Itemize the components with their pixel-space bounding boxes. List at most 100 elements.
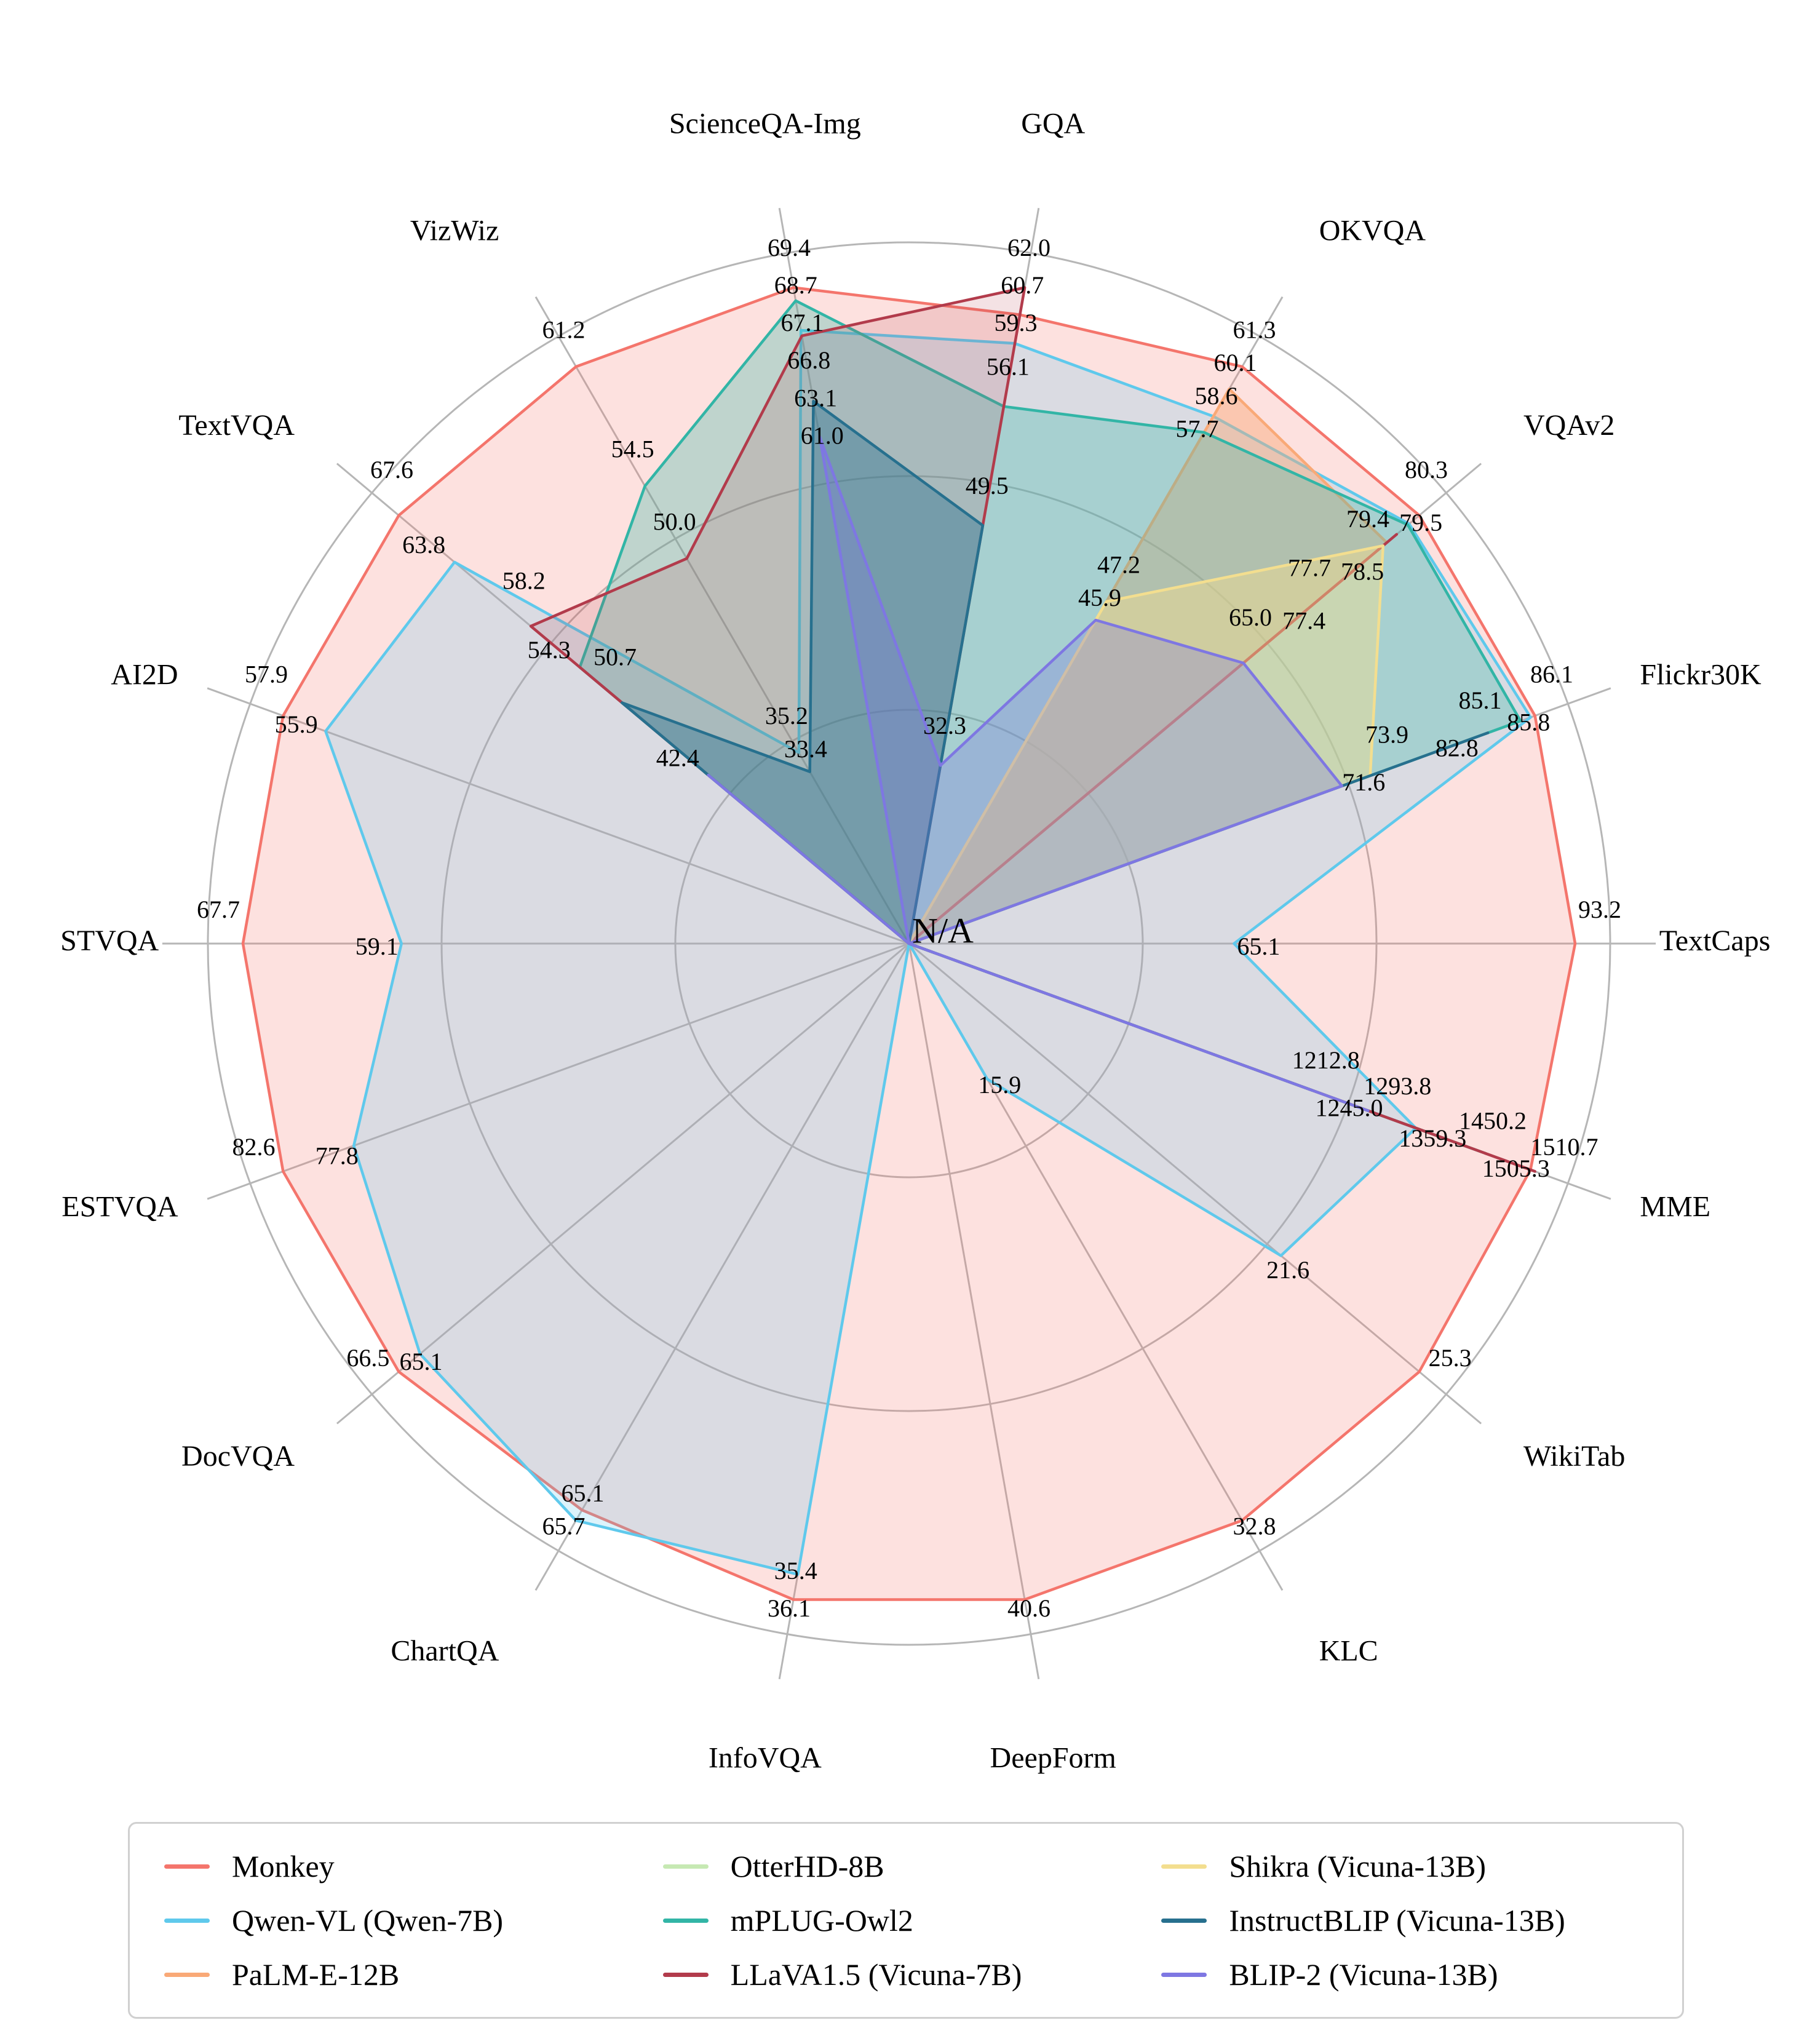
value-label-docvqa-monkey: 66.5 bbox=[346, 1344, 389, 1372]
legend-label: PaLM-E-12B bbox=[232, 1957, 400, 1992]
axis-label-textcaps: TextCaps bbox=[1659, 925, 1771, 957]
legend-label: BLIP-2 (Vicuna-13B) bbox=[1229, 1957, 1498, 1992]
legend-item-monkey: Monkey bbox=[164, 1848, 651, 1884]
value-label-textcaps-monkey: 93.2 bbox=[1578, 896, 1621, 923]
legend-swatch-shikra-vicuna-13b bbox=[1161, 1864, 1207, 1869]
axis-label-deepform: DeepForm bbox=[990, 1741, 1116, 1774]
legend-item-instructblip-vicuna-13b: InstructBLIP (Vicuna-13B) bbox=[1161, 1903, 1648, 1938]
value-label-okvqa-palm-e-12b: 60.1 bbox=[1214, 349, 1257, 376]
value-label-mme-instructblip-vicuna-13b: 1212.8 bbox=[1292, 1046, 1360, 1074]
axis-label-vqav2: VQAv2 bbox=[1523, 409, 1614, 442]
legend-swatch-monkey bbox=[164, 1864, 210, 1869]
value-label-vizwiz-monkey: 61.2 bbox=[542, 316, 586, 344]
value-label-vqav2-monkey: 80.3 bbox=[1405, 456, 1448, 483]
legend-swatch-palm-e-12b bbox=[164, 1972, 210, 1977]
value-label-infovqa-monkey: 36.1 bbox=[768, 1594, 811, 1622]
value-label-scienceqa-img-blip-2-vicuna-13b: 61.0 bbox=[801, 421, 844, 449]
axis-label-stvqa: STVQA bbox=[60, 925, 159, 957]
value-label-docvqa-qwen-vl-qwen-7b: 65.1 bbox=[400, 1348, 443, 1375]
value-label-okvqa-qwen-vl-qwen-7b: 58.6 bbox=[1195, 382, 1238, 410]
legend-item-mplug-owl2: mPLUG-Owl2 bbox=[662, 1903, 1150, 1938]
value-label-chartqa-qwen-vl-qwen-7b: 65.7 bbox=[542, 1513, 586, 1540]
value-label-textvqa-blip-2-vicuna-13b: 42.4 bbox=[656, 744, 699, 771]
legend-item-blip-2-vicuna-13b: BLIP-2 (Vicuna-13B) bbox=[1161, 1957, 1648, 1992]
value-label-vizwiz-instructblip-vicuna-13b: 33.4 bbox=[784, 735, 827, 763]
grid-spoke-docvqa bbox=[336, 942, 910, 1425]
value-label-textvqa-instructblip-vicuna-13b: 50.7 bbox=[594, 643, 637, 671]
value-label-vqav2-blip-2-vicuna-13b: 65.0 bbox=[1229, 603, 1272, 631]
value-label-stvqa-qwen-vl-qwen-7b: 59.1 bbox=[355, 933, 399, 960]
grid-spoke-vizwiz bbox=[534, 296, 910, 944]
value-label-estvqa-monkey: 82.6 bbox=[232, 1133, 276, 1161]
legend-swatch-llava1-5-vicuna-7b bbox=[662, 1972, 709, 1977]
value-label-gqa-blip-2-vicuna-13b: 32.3 bbox=[923, 712, 966, 739]
grid-spoke-chartqa bbox=[534, 943, 910, 1591]
axis-label-textvqa: TextVQA bbox=[178, 409, 295, 442]
value-label-gqa-qwen-vl-qwen-7b: 59.3 bbox=[995, 309, 1038, 336]
legend-label: Shikra (Vicuna-13B) bbox=[1229, 1849, 1487, 1883]
legend-label: LLaVA1.5 (Vicuna-7B) bbox=[730, 1957, 1022, 1992]
value-label-scienceqa-img-mplug-owl2: 68.7 bbox=[774, 271, 817, 299]
value-label-textvqa-llava1-5-vicuna-7b: 58.2 bbox=[502, 567, 546, 594]
value-label-okvqa-mplug-owl2: 57.7 bbox=[1176, 415, 1219, 443]
value-label-scienceqa-img-llava1-5-vicuna-7b: 66.8 bbox=[787, 346, 830, 374]
value-label-vizwiz-qwen-vl-qwen-7b: 35.2 bbox=[765, 702, 808, 730]
axis-label-docvqa: DocVQA bbox=[181, 1440, 295, 1473]
value-label-vizwiz-llava1-5-vicuna-7b: 50.0 bbox=[653, 507, 696, 535]
value-label-mme-qwen-vl-qwen-7b: 1359.3 bbox=[1399, 1124, 1466, 1152]
legend-swatch-mplug-owl2 bbox=[662, 1918, 709, 1923]
legend-item-shikra-vicuna-13b: Shikra (Vicuna-13B) bbox=[1161, 1848, 1648, 1884]
grid-spoke-estvqa bbox=[207, 942, 910, 1200]
grid-spoke-ai2d bbox=[207, 687, 910, 945]
value-label-ai2d-monkey: 57.9 bbox=[245, 661, 288, 688]
axis-label-gqa: GQA bbox=[1021, 108, 1085, 140]
value-label-textvqa-mplug-owl2: 54.3 bbox=[528, 636, 571, 664]
value-label-scienceqa-img-qwen-vl-qwen-7b: 67.1 bbox=[781, 309, 824, 336]
value-label-textvqa-qwen-vl-qwen-7b: 63.8 bbox=[402, 531, 445, 559]
legend-swatch-blip-2-vicuna-13b bbox=[1161, 1972, 1207, 1977]
value-label-gqa-mplug-owl2: 56.1 bbox=[987, 352, 1030, 380]
value-label-okvqa-monkey: 61.3 bbox=[1233, 316, 1276, 344]
axis-label-wikitab: WikiTab bbox=[1523, 1440, 1625, 1473]
value-label-scienceqa-img-monkey: 69.4 bbox=[768, 234, 811, 261]
value-label-gqa-monkey: 60.7 bbox=[1001, 271, 1044, 299]
value-label-klc-qwen-vl-qwen-7b: 15.9 bbox=[978, 1071, 1021, 1099]
legend-label: Monkey bbox=[232, 1849, 335, 1883]
legend-grid: Monkey Qwen-VL (Qwen-7B) PaLM-E-12B OtterHD… bbox=[164, 1848, 1648, 1992]
axis-label-chartqa: ChartQA bbox=[391, 1635, 499, 1668]
value-label-flickr30k-qwen-vl-qwen-7b: 85.8 bbox=[1507, 708, 1550, 736]
legend-swatch-instructblip-vicuna-13b bbox=[1161, 1918, 1207, 1923]
legend-label: mPLUG-Owl2 bbox=[730, 1903, 913, 1938]
value-label-vqav2-llava1-5-vicuna-7b: 78.5 bbox=[1341, 558, 1384, 586]
radar-chart: 93.2 65.1 86.1 85.885.1 82.8 73.9 71.6 80.3 79.5… bbox=[60, 108, 1771, 1775]
center-na-label: N/A bbox=[912, 910, 974, 951]
axis-label-flickr30k: Flickr30K bbox=[1640, 659, 1761, 691]
legend-item-palm-e-12b: PaLM-E-12B bbox=[164, 1957, 651, 1992]
value-label-klc-monkey: 32.8 bbox=[1233, 1513, 1276, 1540]
value-label-infovqa-qwen-vl-qwen-7b: 35.4 bbox=[774, 1557, 817, 1585]
legend-label: OtterHD-8B bbox=[730, 1849, 884, 1883]
legend-item-qwen-vl-qwen-7b: Qwen-VL (Qwen-7B) bbox=[164, 1903, 651, 1938]
value-label-wikitab-qwen-vl-qwen-7b: 21.6 bbox=[1266, 1256, 1309, 1284]
value-label-estvqa-qwen-vl-qwen-7b: 77.8 bbox=[316, 1142, 359, 1170]
legend-item-otterhd-8b: OtterHD-8B bbox=[662, 1848, 1150, 1884]
value-label-stvqa-monkey: 67.7 bbox=[197, 896, 240, 923]
grid-spoke-wikitab bbox=[908, 942, 1482, 1425]
axis-label-vizwiz: VizWiz bbox=[410, 214, 499, 247]
value-label-vqav2-palm-e-12b: 77.7 bbox=[1288, 554, 1331, 582]
axis-label-okvqa: OKVQA bbox=[1319, 214, 1426, 247]
legend-swatch-otterhd-8b bbox=[662, 1864, 709, 1869]
value-label-vqav2-shikra-vicuna-13b: 77.4 bbox=[1282, 606, 1325, 634]
value-label-mme-mplug-owl2: 1450.2 bbox=[1459, 1107, 1527, 1135]
value-label-deepform-monkey: 40.6 bbox=[1007, 1594, 1050, 1622]
value-label-scienceqa-img-instructblip-vicuna-13b: 63.1 bbox=[794, 384, 837, 412]
axis-label-klc: KLC bbox=[1319, 1635, 1378, 1668]
value-label-wikitab-monkey: 25.3 bbox=[1429, 1344, 1472, 1372]
series-polygon-blip-2-vicuna-13b bbox=[707, 435, 1370, 1112]
value-label-mme-monkey: 1505.3 bbox=[1482, 1155, 1550, 1182]
axis-label-mme: MME bbox=[1640, 1191, 1710, 1223]
legend-item-llava1-5-vicuna-7b: LLaVA1.5 (Vicuna-7B) bbox=[662, 1957, 1150, 1992]
value-label-mme-otterhd-8b: 1245.0 bbox=[1316, 1094, 1383, 1121]
value-label-okvqa-blip-2-vicuna-13b: 45.9 bbox=[1078, 584, 1121, 611]
